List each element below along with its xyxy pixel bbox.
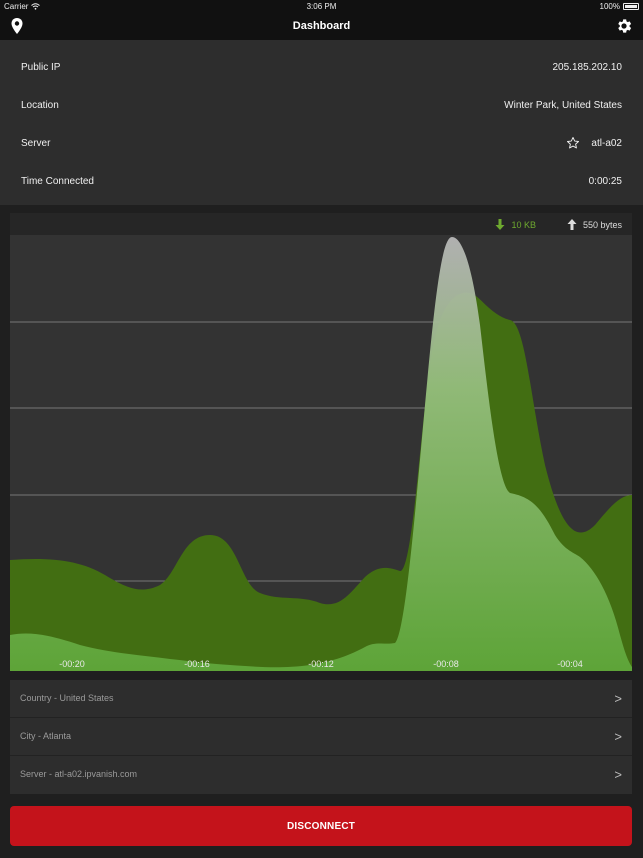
disconnect-button[interactable]: DISCONNECT — [10, 806, 632, 846]
nav-bar: Dashboard — [0, 12, 643, 40]
chevron-right-icon: > — [614, 767, 622, 782]
chevron-right-icon: > — [614, 691, 622, 706]
page-title: Dashboard — [292, 20, 351, 32]
status-bar: Carrier 3:06 PM 100% — [0, 0, 643, 12]
public-ip-row: Public IP 205.185.202.10 — [0, 50, 643, 88]
server-text: Server - atl-a02.ipvanish.com — [20, 769, 138, 779]
arrow-down-icon — [495, 219, 505, 230]
server-label: Server — [21, 138, 51, 149]
x-tick-label: -00:12 — [308, 659, 334, 669]
server-row: Server atl-a02 — [0, 126, 643, 164]
star-icon[interactable] — [566, 136, 580, 150]
public-ip-value: 205.185.202.10 — [552, 62, 622, 73]
chart-plot: -00:20 -00:16 -00:12 -00:08 -00:04 — [10, 235, 632, 671]
location-label: Location — [21, 100, 59, 111]
battery-indicator: 100% — [600, 2, 639, 11]
chart-legend: 10 KB 550 bytes — [10, 213, 632, 235]
upload-series-area — [10, 237, 632, 671]
wifi-icon — [30, 3, 40, 11]
country-text: Country - United States — [20, 693, 114, 703]
x-tick-label: -00:08 — [433, 659, 459, 669]
list-item-country[interactable]: Country - United States > — [10, 680, 632, 718]
battery-icon — [623, 3, 639, 10]
time-connected-value: 0:00:25 — [588, 176, 622, 187]
location-value: Winter Park, United States — [504, 100, 622, 111]
x-tick-label: -00:04 — [557, 659, 583, 669]
list-item-server[interactable]: Server - atl-a02.ipvanish.com > — [10, 756, 632, 794]
location-pin-icon[interactable] — [10, 17, 24, 35]
arrow-up-icon — [567, 219, 577, 230]
connection-info-panel: Public IP 205.185.202.10 Location Winter… — [0, 40, 643, 205]
x-tick-label: -00:16 — [184, 659, 210, 669]
server-selection-list: Country - United States > City - Atlanta… — [10, 680, 632, 794]
legend-download-value: 10 KB — [511, 219, 536, 230]
location-row: Location Winter Park, United States — [0, 88, 643, 126]
gear-icon[interactable] — [615, 17, 633, 35]
time-connected-row: Time Connected 0:00:25 — [0, 164, 643, 202]
legend-download: 10 KB — [495, 219, 536, 230]
time-connected-label: Time Connected — [21, 176, 94, 187]
legend-upload: 550 bytes — [567, 219, 622, 230]
list-item-city[interactable]: City - Atlanta > — [10, 718, 632, 756]
city-text: City - Atlanta — [20, 731, 72, 741]
server-value: atl-a02 — [591, 138, 622, 149]
x-tick-label: -00:20 — [59, 659, 85, 669]
legend-upload-value: 550 bytes — [582, 219, 622, 230]
x-axis-ticks: -00:20 -00:16 -00:12 -00:08 -00:04 — [59, 659, 583, 669]
chevron-right-icon: > — [614, 729, 622, 744]
carrier-text: Carrier — [4, 2, 40, 11]
traffic-chart: 10 KB 550 bytes -00:20 -00:16 -00:12 — [10, 213, 632, 671]
status-time: 3:06 PM — [306, 2, 337, 11]
public-ip-label: Public IP — [21, 62, 61, 73]
